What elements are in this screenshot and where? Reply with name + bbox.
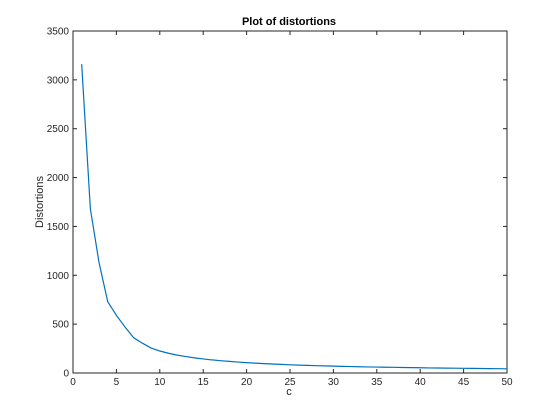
- x-axis-title: c: [286, 386, 292, 398]
- series-layer: [81, 64, 508, 370]
- x-tick-label: 30: [328, 377, 340, 388]
- x-tick-label: 5: [114, 377, 120, 388]
- x-tick-label: 0: [70, 377, 76, 388]
- y-tick-label: 1500: [47, 222, 70, 233]
- plot-area: [72, 30, 508, 374]
- x-tick-label: 40: [415, 377, 427, 388]
- x-tick-label: 15: [198, 377, 210, 388]
- y-tick-label: 3000: [47, 75, 70, 86]
- x-tick-label: 45: [458, 377, 470, 388]
- y-tick-label: 3500: [47, 27, 70, 38]
- x-tick-label: 50: [501, 377, 513, 388]
- x-tick-label: 10: [154, 377, 166, 388]
- y-tick-label: 2500: [47, 124, 70, 135]
- series-line-1: [81, 64, 508, 370]
- y-tick-label: 500: [52, 320, 69, 331]
- x-axis: 0 5 10 15 20 25 30 35 40 45 50: [70, 31, 513, 388]
- x-tick-label: 35: [371, 377, 383, 388]
- y-tick-label: 0: [63, 369, 69, 380]
- y-axis-title: Distortions: [34, 176, 46, 228]
- y-axis: 0 500 1000 1500 2000 2500 3000 3500: [47, 27, 507, 380]
- chart-title: Plot of distortions: [242, 16, 336, 28]
- x-tick-label: 20: [241, 377, 253, 388]
- y-tick-label: 1000: [47, 271, 70, 282]
- y-tick-label: 2000: [47, 173, 70, 184]
- x-tick-label: 25: [284, 377, 296, 388]
